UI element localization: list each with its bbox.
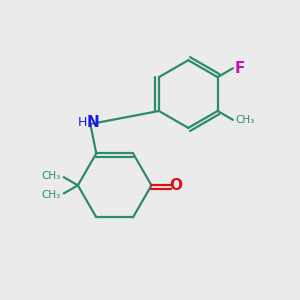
Text: CH₃: CH₃ (236, 115, 255, 125)
Text: H: H (77, 116, 87, 129)
Text: N: N (87, 115, 100, 130)
Text: CH₃: CH₃ (42, 190, 61, 200)
Text: O: O (169, 178, 182, 193)
Text: F: F (234, 61, 244, 76)
Text: CH₃: CH₃ (42, 171, 61, 181)
